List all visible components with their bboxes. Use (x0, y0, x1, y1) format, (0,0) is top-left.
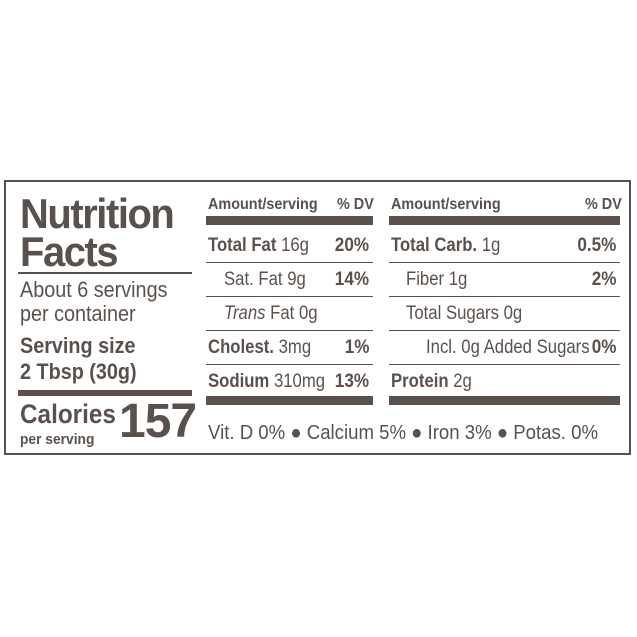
col2-row-total-carb: Total Carb. 1g (391, 235, 501, 256)
row-divider (389, 330, 620, 331)
row-divider (206, 262, 373, 263)
col1-footer-bar (206, 396, 373, 405)
row-divider (206, 296, 373, 297)
servings-line1: About 6 servings (20, 277, 168, 302)
serving-size-label: Serving size (20, 333, 136, 358)
col2-row-total-sugars: Total Sugars 0g (406, 303, 523, 324)
col1-header-bar (206, 216, 373, 225)
calories-value: 157 (119, 395, 197, 448)
col2-row-total-carb-dv: 0.5% (577, 235, 616, 256)
col1-row-sat-fat-dv: 14% (334, 269, 369, 290)
row-divider (389, 296, 620, 297)
servings-line2: per container (20, 301, 136, 326)
col1-row-cholesterol: Cholest. 3mg (208, 337, 312, 358)
calories-per-serving: per serving (20, 431, 95, 448)
col1-row-sodium-dv: 13% (334, 371, 369, 392)
row-divider (389, 364, 620, 365)
vitamins-line: Vit. D 0% ● Calcium 5% ● Iron 3% ● Potas… (208, 422, 599, 444)
col1-row-total-fat: Total Fat 16g (208, 235, 309, 256)
col2-row-fiber-dv: 2% (591, 269, 616, 290)
col1-row-total-fat-dv: 20% (334, 235, 369, 256)
thick-divider (18, 390, 192, 396)
col1-row-cholesterol-dv: 1% (344, 337, 369, 358)
col1-row-trans-fat: Trans Fat 0g (224, 303, 318, 324)
col2-header-dv: % DV (585, 196, 622, 213)
col2-footer-bar (389, 396, 620, 405)
divider (18, 272, 192, 274)
col2-row-fiber: Fiber 1g (406, 269, 468, 290)
col1-row-sodium: Sodium 310mg (208, 371, 326, 392)
row-divider (206, 364, 373, 365)
nutrition-facts-label: Nutrition Facts About 6 servings per con… (4, 180, 631, 455)
col2-header-bar (389, 216, 620, 225)
col1-header-dv: % DV (337, 196, 374, 213)
row-divider (389, 262, 620, 263)
col2-row-added-sugars-dv: 0% (591, 337, 616, 358)
col1-row-sat-fat: Sat. Fat 9g (224, 269, 306, 290)
calories-label: Calories (20, 399, 116, 429)
label-title-line2: Facts (20, 228, 119, 275)
serving-size-value: 2 Tbsp (30g) (20, 359, 137, 384)
col1-header-amount: Amount/serving (208, 196, 318, 213)
label-title-line1: Nutrition (20, 190, 175, 237)
col2-row-added-sugars: Incl. 0g Added Sugars (426, 337, 590, 358)
col2-row-protein: Protein 2g (391, 371, 472, 392)
row-divider (206, 330, 373, 331)
col2-header-amount: Amount/serving (391, 196, 501, 213)
